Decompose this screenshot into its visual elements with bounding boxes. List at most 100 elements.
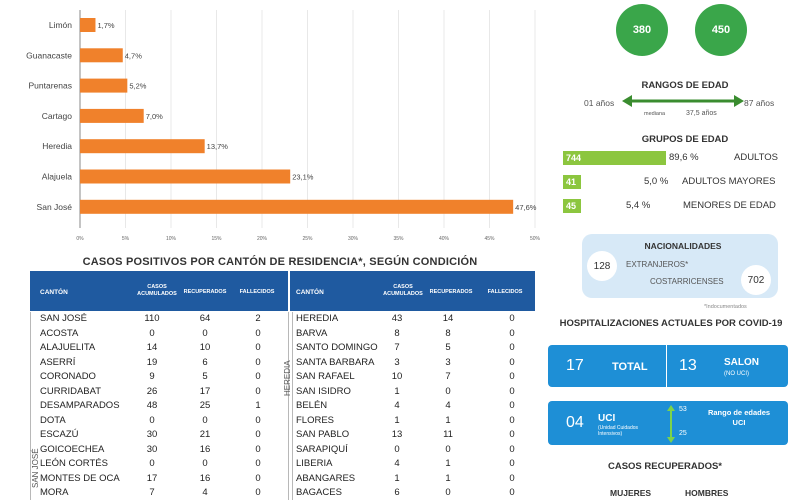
- value-label: 7,0%: [146, 112, 163, 121]
- cases-accumulated: 0: [149, 327, 155, 339]
- cases-accumulated: 1: [394, 385, 400, 397]
- cases-recovered: 1: [445, 472, 451, 484]
- cases-deceased: 2: [255, 313, 261, 324]
- cases-recovered: 17: [199, 385, 211, 397]
- cases-deceased: 0: [255, 385, 261, 397]
- table-row: DESAMPARADOS 48 25 1: [40, 399, 288, 414]
- cases-recovered: 10: [199, 342, 211, 353]
- canton-name: SAN JOSÉ: [40, 313, 87, 324]
- bar: [80, 18, 96, 32]
- age-median-label: mediana: [644, 111, 666, 117]
- table-row: BAGACES 6 0 0: [296, 486, 536, 501]
- cases-recovered: 4: [445, 400, 451, 411]
- canton-name: FLORES: [296, 414, 335, 426]
- x-tick-label: 10%: [166, 236, 177, 242]
- age-median-value: 37,5 años: [686, 110, 717, 117]
- value-label: 4,7%: [125, 51, 142, 60]
- uci-panel: 04 UCI (Unidad Cuidados Intensivos) 53 2…: [548, 401, 788, 445]
- cases-accumulated: 8: [394, 327, 400, 339]
- canton-name: ACOSTA: [40, 327, 79, 339]
- group-pct-mayores: 5,0 %: [644, 176, 669, 187]
- cases-recovered: 0: [445, 487, 451, 498]
- foreign-label: EXTRANJEROS*: [626, 260, 689, 269]
- hosp-salon-sub: (NO UCI): [724, 371, 749, 377]
- cases-deceased: 0: [255, 429, 261, 440]
- header-acumulados-right: CASOS ACUMULADOS: [383, 284, 423, 297]
- table-row: SANTO DOMINGO 7 5 0: [296, 341, 536, 356]
- cases-accumulated: 110: [144, 313, 160, 324]
- cases-recovered: 16: [199, 443, 211, 455]
- table-row: SAN PABLO 13 11 0: [296, 428, 536, 443]
- cases-accumulated: 1: [394, 472, 400, 484]
- hosp-salon-count: 13: [679, 357, 697, 374]
- hospitalizations-title: HOSPITALIZACIONES ACTUALES POR COVID-19: [559, 318, 783, 329]
- table-row: DOTA 0 0 0: [40, 414, 288, 429]
- canton-name: CORONADO: [40, 371, 96, 382]
- cases-accumulated: 4: [394, 458, 400, 469]
- canton-name: CURRIDABAT: [40, 385, 102, 397]
- right-table-body: HEREDIA 43 14 0 BARVA 8 8 0 SANTO DOMINGO 7 5 0 SANT…: [296, 312, 536, 501]
- cases-deceased: 0: [509, 429, 515, 440]
- canton-name: ESCAZÚ: [40, 429, 79, 440]
- cases-accumulated: 3: [394, 356, 400, 368]
- cases-accumulated: 30: [146, 443, 158, 455]
- cases-accumulated: 43: [391, 313, 403, 324]
- canton-name: BAGACES: [296, 487, 342, 498]
- cases-recovered: 1: [445, 414, 451, 426]
- cases-recovered: 0: [202, 458, 208, 469]
- table-row: MORA 7 4 0: [40, 486, 288, 501]
- header-acumulados: CASOS ACUMULADOS: [137, 284, 177, 297]
- age-range-title: RANGOS DE EDAD: [641, 80, 729, 91]
- stat-circle-right: 450: [695, 4, 747, 56]
- group-label-adultos: ADULTOS: [734, 152, 778, 163]
- group-bar-mayores: 41: [563, 175, 581, 189]
- groups-title: GRUPOS DE EDAD: [641, 134, 729, 145]
- canton-name: SANTO DOMINGO: [296, 342, 378, 353]
- uci-range-arrow: [667, 405, 675, 443]
- cases-recovered: 3: [445, 356, 451, 368]
- header-canton-right: CANTÓN: [296, 289, 324, 296]
- canton-name: SAN ISIDRO: [296, 385, 351, 397]
- cases-accumulated: 17: [146, 472, 158, 484]
- table-header-right: CANTÓN CASOS ACUMULADOS RECUPERADOS FALL…: [290, 271, 535, 311]
- cases-deceased: 0: [255, 371, 261, 382]
- uci-label: UCI: [598, 413, 616, 424]
- age-range-arrow: [622, 95, 744, 107]
- hosp-total-count: 17: [566, 357, 584, 374]
- bar: [80, 139, 205, 154]
- divider: [292, 312, 293, 500]
- hosp-total-label: TOTAL: [612, 361, 648, 373]
- cases-recovered: 64: [199, 313, 211, 324]
- table-row: ACOSTA 0 0 0: [40, 327, 288, 342]
- cases-accumulated: 26: [146, 385, 158, 397]
- cases-accumulated: 4: [394, 400, 400, 411]
- cases-recovered: 7: [445, 371, 451, 382]
- cases-deceased: 0: [509, 458, 515, 469]
- bar: [80, 199, 514, 214]
- cases-accumulated: 19: [146, 356, 158, 368]
- men-label: HOMBRES: [685, 488, 729, 498]
- cases-deceased: 1: [255, 400, 261, 411]
- table-row: ASERRÍ 19 6 0: [40, 356, 288, 371]
- table-row: CURRIDABAT 26 17 0: [40, 385, 288, 400]
- x-tick-label: 40%: [439, 236, 450, 242]
- uci-age-max: 53: [679, 406, 687, 413]
- cases-deceased: 0: [509, 327, 515, 339]
- stat-circle-left: 380: [616, 4, 668, 56]
- table-header-left: CANTÓN CASOS ACUMULADOS RECUPERADOS FALL…: [30, 271, 288, 311]
- table-row: FLORES 1 1 0: [296, 414, 536, 429]
- cases-deceased: 0: [509, 385, 515, 397]
- province-bar-chart: Limón 1,7% Guanacaste 4,7% Puntarenas 5,2% Car…: [26, 10, 541, 242]
- women-label: MUJERES: [610, 488, 652, 498]
- value-label: 47,6%: [515, 203, 537, 212]
- side-label-san-jose: SAN JOSÉ: [31, 448, 40, 488]
- cases-recovered: 21: [199, 429, 211, 440]
- table-row: CORONADO 9 5 0: [40, 370, 288, 385]
- x-tick-label: 35%: [393, 236, 404, 242]
- value-label: 1,7%: [97, 21, 114, 30]
- cases-recovered: 8: [445, 327, 451, 339]
- cases-recovered: 6: [202, 356, 208, 368]
- x-tick-label: 45%: [484, 236, 495, 242]
- cases-recovered: 4: [202, 487, 208, 498]
- x-tick-label: 5%: [122, 236, 130, 242]
